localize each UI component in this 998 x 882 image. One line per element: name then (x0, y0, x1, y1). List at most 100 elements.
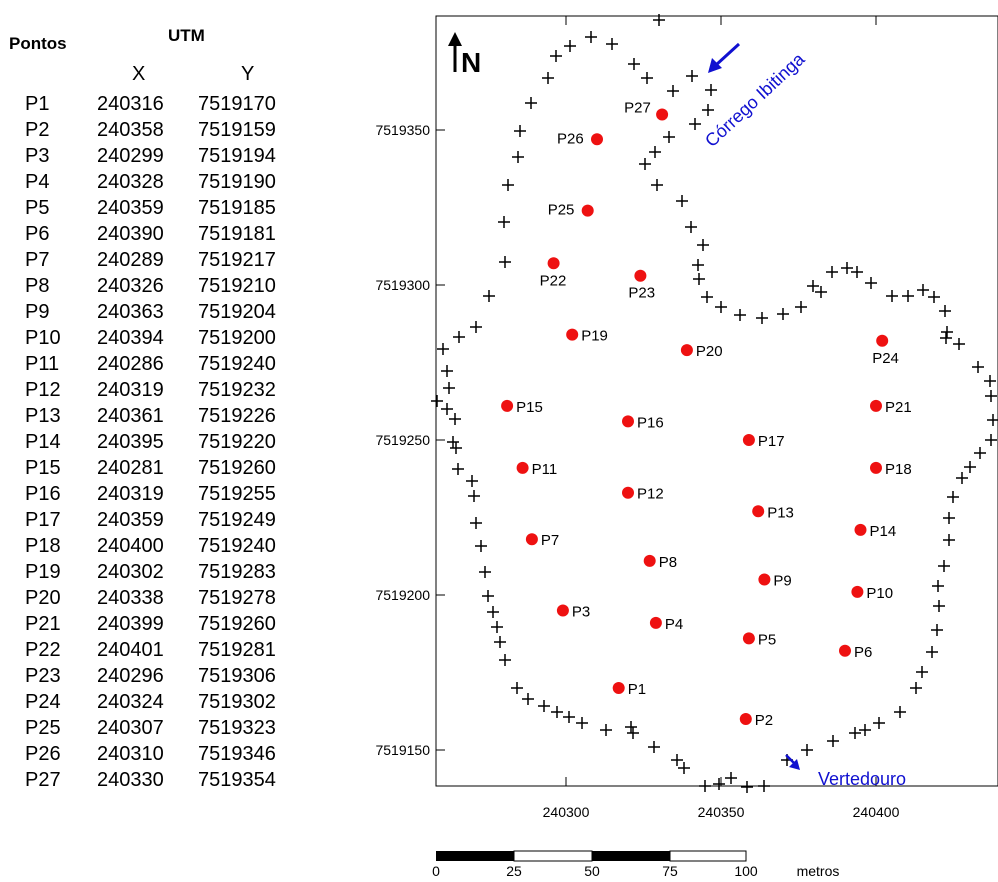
boundary-cross (468, 490, 480, 502)
sample-points: P1 P2 P3 P4 P5 P6 P7 P8 P9 P10 P11 P12 P13 P14 P15 P16 P… (501, 100, 912, 729)
table-row: P2 240358 7519159 (0, 117, 330, 144)
boundary-cross (499, 654, 511, 666)
boundary-cross (705, 84, 717, 96)
boundary-cross (827, 735, 839, 747)
coord-x: 240363 (97, 301, 164, 323)
sample-point (742, 434, 755, 446)
scale-bar: metros 0 25 50 75 100 (432, 850, 840, 879)
table-row: P7 240289 7519217 (0, 247, 330, 274)
point-label: P26 (557, 130, 584, 147)
table-row: P18 240400 7519240 (0, 533, 330, 560)
sample-point (876, 334, 889, 347)
coord-y: 7519240 (198, 353, 276, 375)
boundary-cross (491, 621, 503, 633)
table-row: P4 240328 7519190 (0, 169, 330, 196)
coord-x: 240394 (97, 327, 164, 349)
point-id: P17 (25, 509, 61, 531)
table-row: P8 240326 7519210 (0, 273, 330, 300)
coord-x: 240299 (97, 145, 164, 167)
scale-seg-3 (592, 851, 670, 861)
boundary-cross (984, 375, 996, 387)
point-label: P14 (870, 523, 897, 540)
coord-x: 240361 (97, 405, 164, 427)
table-row: P20 240338 7519278 (0, 585, 330, 612)
header-x: X (132, 63, 146, 85)
boundary-cross (985, 390, 997, 402)
point-id: P2 (25, 119, 50, 141)
boundary-cross (482, 590, 494, 602)
boundary-cross (443, 382, 455, 394)
point-id: P5 (25, 197, 50, 219)
boundary-cross (542, 72, 554, 84)
stream-arrow-icon (708, 58, 722, 73)
coord-y: 7519170 (198, 93, 276, 115)
coord-y: 7519281 (198, 639, 276, 661)
coord-y: 7519204 (198, 301, 276, 323)
boundary-cross (563, 711, 575, 723)
coord-x: 240400 (97, 535, 164, 557)
sample-point (581, 204, 594, 217)
boundary-cross (452, 463, 464, 475)
boundary-cross (522, 693, 534, 705)
point-label: P2 (755, 712, 773, 729)
point-label: P27 (624, 100, 651, 117)
sample-point (752, 505, 765, 518)
sample-point (643, 554, 656, 567)
point-label: P10 (866, 585, 893, 602)
sample-point (649, 616, 662, 629)
sample-point (622, 415, 634, 428)
point-id: P22 (25, 639, 61, 661)
coord-y: 7519249 (198, 509, 276, 531)
point-label: P3 (572, 604, 590, 621)
point-label: P23 (628, 285, 655, 302)
coord-y: 7519240 (198, 535, 276, 557)
point-label: P11 (532, 461, 558, 478)
point-id: P3 (25, 145, 50, 167)
point-id: P23 (25, 665, 61, 687)
table-row: P6 240390 7519181 (0, 221, 330, 248)
sample-point (680, 344, 693, 357)
x-tick-label: 240400 (853, 804, 900, 820)
header-pontos: Pontos (9, 34, 67, 53)
y-tick-label: 7519250 (375, 432, 430, 448)
boundary-cross (663, 131, 675, 143)
boundary-cross (873, 717, 885, 729)
point-label: P4 (665, 616, 683, 633)
boundary-cross (939, 305, 951, 317)
boundary-cross (625, 721, 637, 733)
boundary-cross (667, 85, 679, 97)
coord-y: 7519181 (198, 223, 276, 245)
coord-x: 240330 (97, 769, 164, 791)
coord-y: 7519283 (198, 561, 276, 583)
spillway-arrow-icon (789, 759, 800, 770)
header-utm: UTM (168, 26, 205, 45)
point-id: P21 (25, 613, 61, 635)
table-row: P24 240324 7519302 (0, 689, 330, 716)
north-label: N (461, 47, 481, 78)
point-label: P7 (541, 532, 559, 549)
sample-point (742, 632, 755, 645)
scale-unit: metros (797, 863, 840, 879)
boundary-cross (550, 50, 562, 62)
point-label: P1 (628, 681, 646, 698)
point-label: P21 (885, 399, 912, 416)
table-row: P23 240296 7519306 (0, 663, 330, 690)
point-id: P10 (25, 327, 61, 349)
boundary-cross (943, 534, 955, 546)
table-row: P22 240401 7519281 (0, 637, 330, 664)
boundary-cross (585, 31, 597, 43)
sample-point (591, 133, 603, 146)
sample-point (634, 269, 647, 282)
coord-y: 7519260 (198, 613, 276, 635)
boundary-cross (551, 706, 563, 718)
point-id: P16 (25, 483, 61, 505)
boundary-cross (715, 301, 727, 313)
boundary-cross (725, 772, 737, 784)
coord-y: 7519210 (198, 275, 276, 297)
coord-x: 240338 (97, 587, 164, 609)
point-label: P18 (885, 461, 912, 478)
coord-x: 240281 (97, 457, 164, 479)
boundary-cross (985, 434, 997, 446)
coord-x: 240395 (97, 431, 164, 453)
point-id: P18 (25, 535, 61, 557)
